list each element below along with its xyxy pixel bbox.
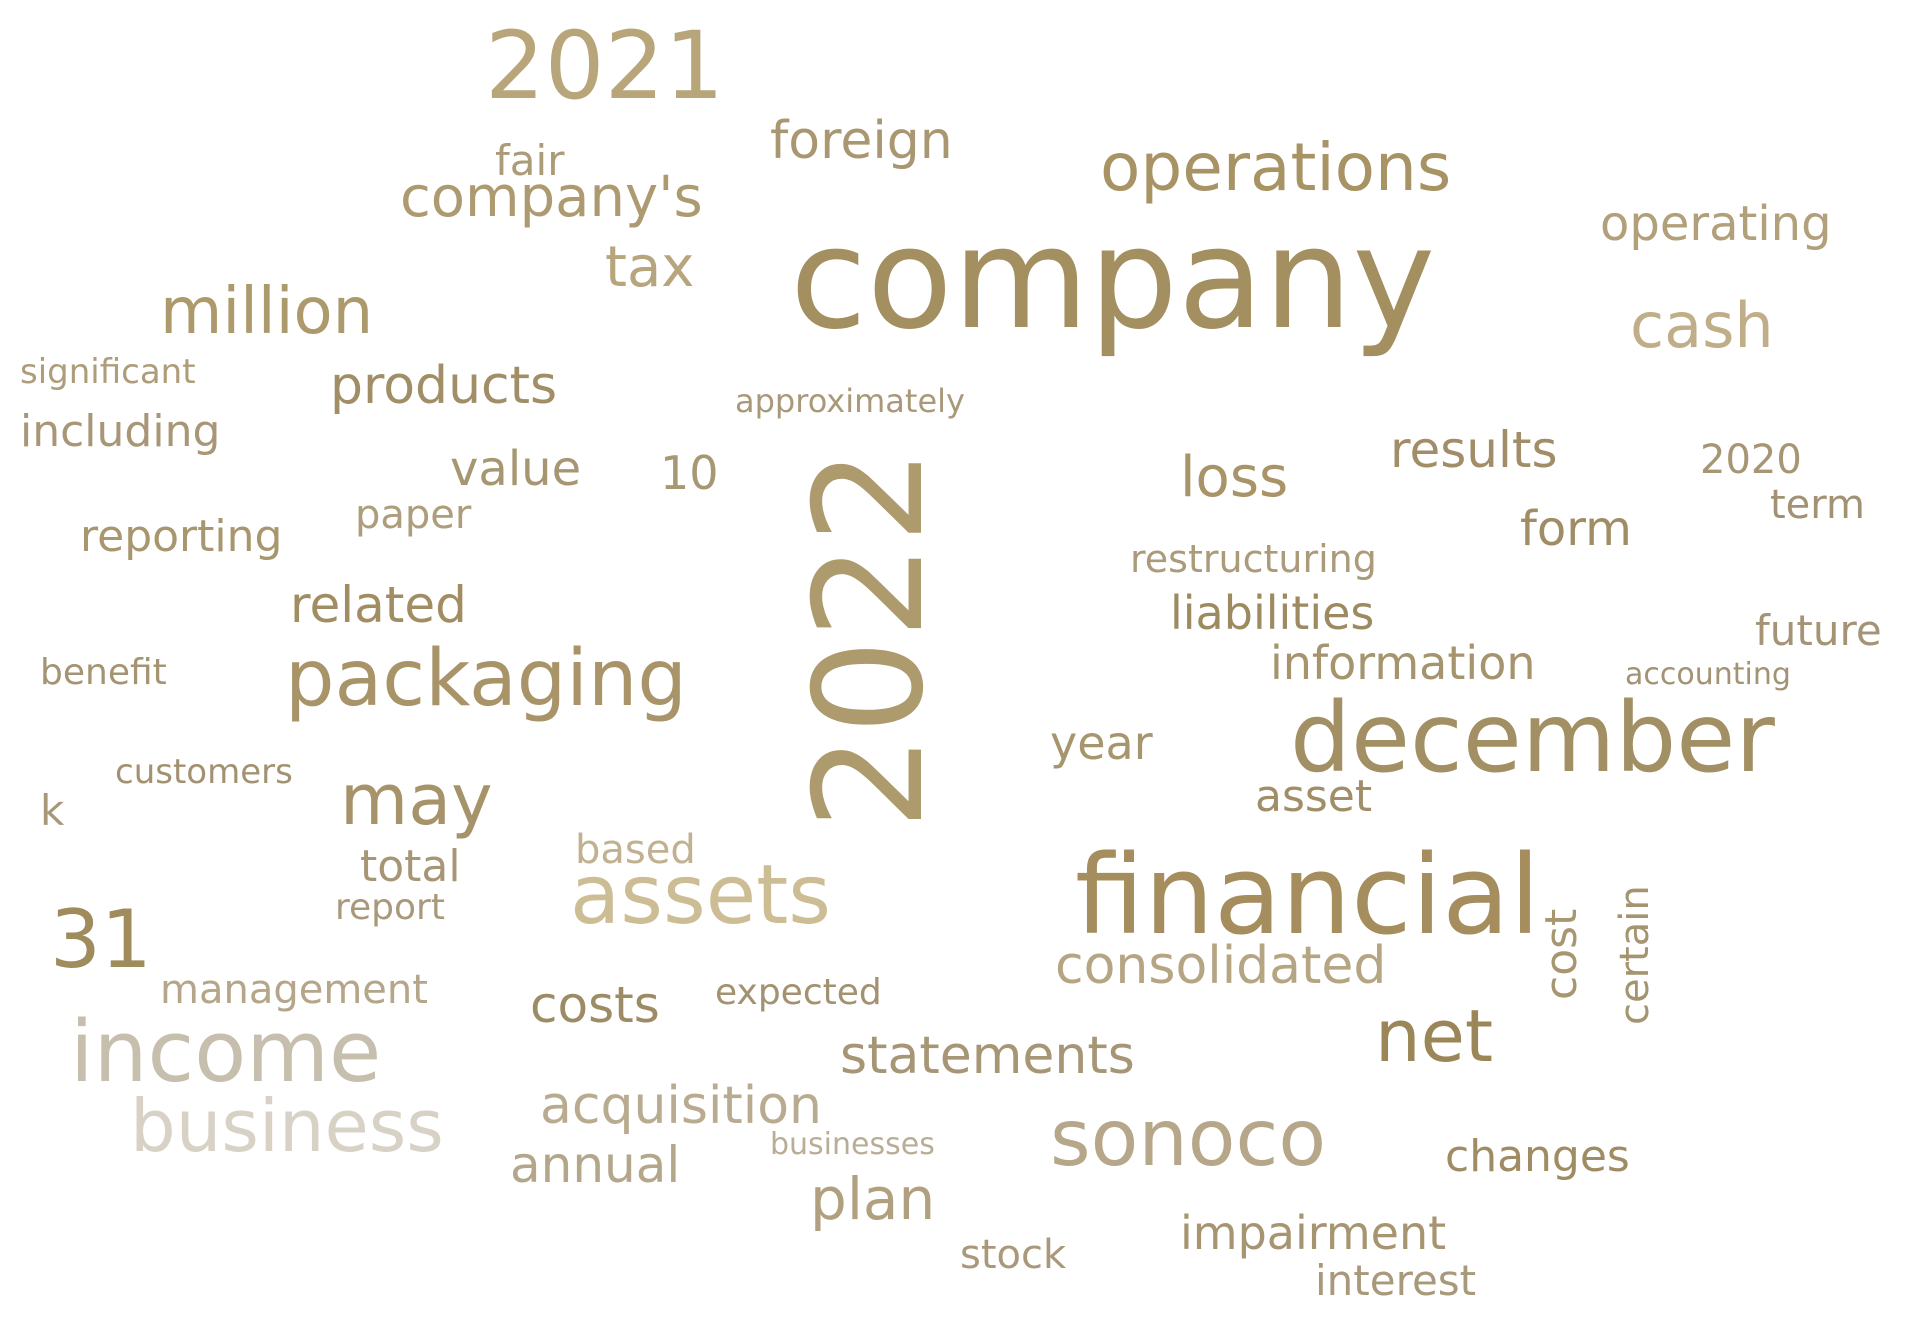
word-2020: 2020	[1700, 437, 1802, 483]
word-value: value	[450, 441, 582, 497]
word-company: company	[790, 198, 1436, 361]
word-annual: annual	[510, 1136, 681, 1194]
word-restructuring: restructuring	[1130, 537, 1377, 581]
word-acquisition: acquisition	[540, 1076, 823, 1136]
word-report: report	[335, 887, 445, 928]
word-31: 31	[50, 893, 152, 986]
word-company-s: company's	[400, 165, 703, 230]
word-tax: tax	[605, 235, 695, 300]
word-plan: plan	[810, 1165, 936, 1233]
word-operating: operating	[1600, 196, 1832, 252]
word-impairment: impairment	[1180, 1206, 1447, 1260]
word-certain: certain	[1612, 885, 1658, 1025]
word-2022: 2022	[783, 448, 957, 830]
word-approximately: approximately	[735, 382, 965, 420]
word-interest: interest	[1315, 1256, 1477, 1305]
word-including: including	[20, 406, 221, 457]
word-loss: loss	[1180, 445, 1289, 510]
word-liabilities: liabilities	[1170, 586, 1375, 640]
word-k: k	[40, 786, 65, 835]
word-results: results	[1390, 421, 1558, 479]
word-changes: changes	[1445, 1131, 1630, 1182]
word-december: december	[1290, 682, 1775, 794]
word-management: management	[160, 967, 428, 1013]
word-future: future	[1755, 606, 1882, 655]
word-sonoco: sonoco	[1050, 1094, 1327, 1184]
word-income: income	[70, 1003, 382, 1102]
word-statements: statements	[840, 1026, 1135, 1086]
word-information: information	[1270, 636, 1536, 690]
word-related: related	[290, 576, 467, 634]
word-fair: fair	[495, 136, 565, 185]
word-year: year	[1050, 716, 1153, 770]
word-cost: cost	[1536, 908, 1587, 1000]
word-benefit: benefit	[40, 652, 167, 693]
word-cash: cash	[1630, 289, 1774, 362]
word-accounting: accounting	[1625, 657, 1791, 692]
word-million: million	[160, 275, 374, 349]
word-business: business	[130, 1084, 444, 1168]
word-asset: asset	[1255, 771, 1373, 822]
word-reporting: reporting	[80, 511, 283, 562]
word-term: term	[1770, 482, 1865, 528]
word-costs: costs	[530, 976, 660, 1034]
word-total: total	[360, 841, 461, 892]
word-significant: significant	[20, 352, 196, 392]
word-10: 10	[660, 446, 719, 500]
word-customers: customers	[115, 752, 293, 792]
word-based: based	[575, 827, 696, 873]
word-2021: 2021	[485, 12, 725, 121]
word-foreign: foreign	[770, 111, 953, 171]
word-operations: operations	[1100, 129, 1452, 206]
word-businesses: businesses	[770, 1127, 935, 1162]
word-packaging: packaging	[285, 634, 687, 724]
word-net: net	[1375, 994, 1494, 1078]
word-may: may	[340, 759, 493, 841]
word-form: form	[1520, 501, 1632, 557]
word-paper: paper	[355, 492, 472, 538]
word-financial: financial	[1075, 831, 1541, 959]
word-assets: assets	[570, 848, 832, 943]
word-products: products	[330, 356, 558, 416]
word-stock: stock	[960, 1232, 1067, 1278]
word-expected: expected	[715, 972, 882, 1013]
word-consolidated: consolidated	[1055, 936, 1387, 996]
